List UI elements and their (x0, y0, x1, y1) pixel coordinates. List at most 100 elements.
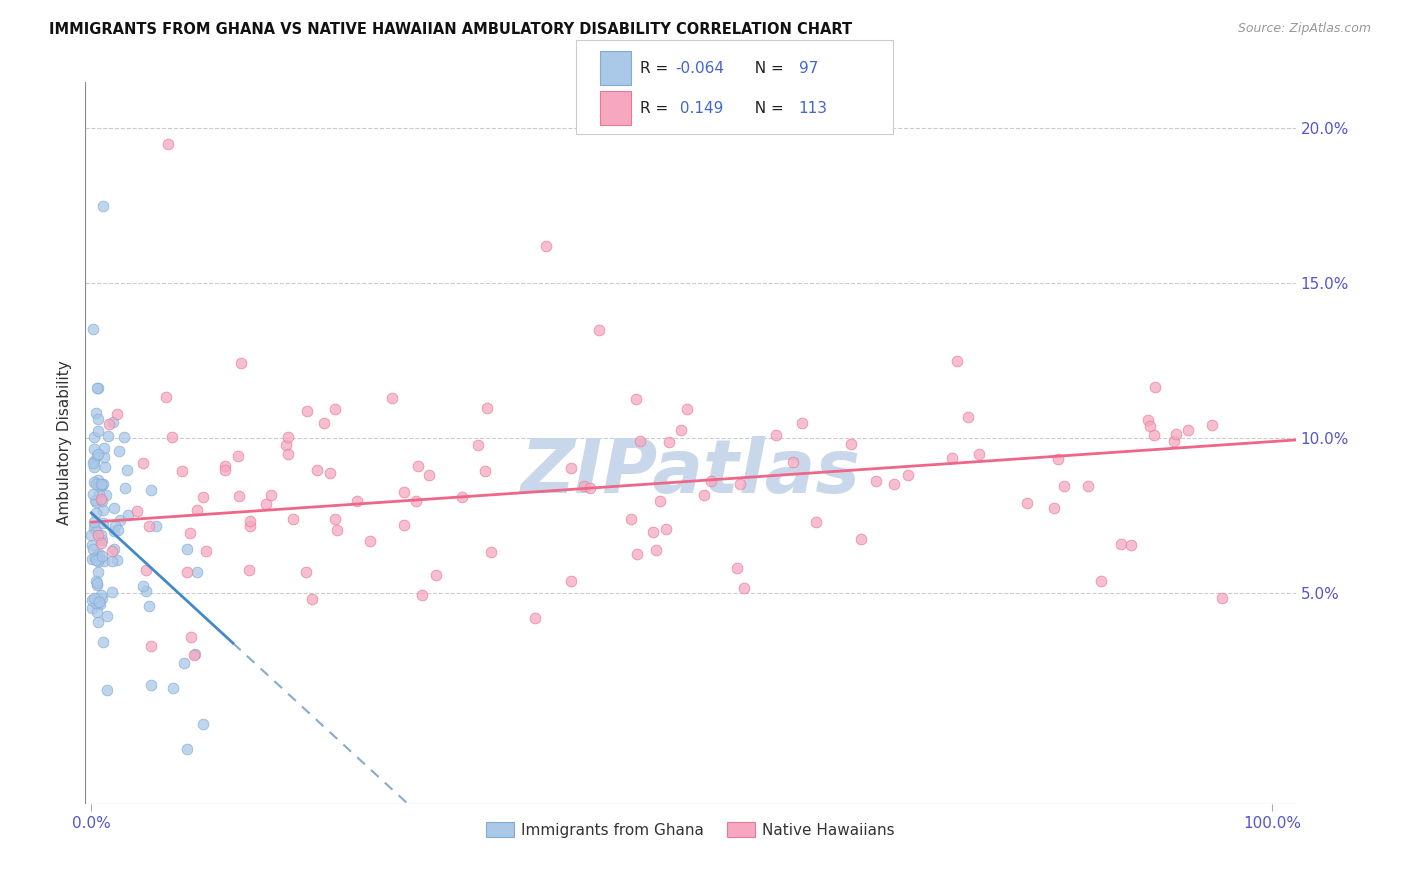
Point (84, 553, 107, 567)
Point (323, 512, 346, 526)
Point (84, 476, 107, 491)
Point (588, 323, 610, 337)
Point (1164, 427, 1187, 442)
Point (86, 479, 108, 493)
Text: R =: R = (640, 101, 673, 116)
Text: R =: R = (640, 61, 673, 76)
Text: 113: 113 (799, 101, 828, 116)
Point (125, 504, 148, 518)
Point (83, 515, 105, 529)
Point (96, 683, 118, 698)
Point (238, 563, 260, 577)
Point (83, 551, 105, 566)
Point (91, 591, 114, 606)
Point (425, 568, 447, 582)
Point (523, 611, 546, 625)
Point (191, 717, 214, 731)
Point (176, 741, 198, 756)
Point (239, 519, 262, 533)
Point (534, 239, 557, 253)
Point (346, 494, 368, 508)
Point (86, 448, 108, 462)
Point (86, 576, 108, 591)
Point (84, 495, 107, 509)
Point (277, 430, 299, 444)
Point (1077, 478, 1099, 492)
Point (1109, 537, 1132, 551)
Point (103, 542, 125, 557)
Point (83, 475, 105, 490)
Text: ZIPatlas: ZIPatlas (520, 435, 860, 508)
Point (91, 634, 114, 648)
Point (790, 416, 813, 430)
Point (560, 574, 582, 589)
Point (411, 588, 433, 602)
Point (479, 545, 502, 559)
Point (138, 599, 160, 613)
Point (941, 450, 963, 465)
Point (114, 481, 136, 495)
Point (1143, 380, 1166, 394)
Point (624, 392, 647, 406)
Point (1211, 591, 1233, 606)
Point (93, 554, 115, 568)
Point (849, 532, 872, 546)
Point (277, 447, 299, 461)
Point (87, 595, 110, 609)
Point (86, 578, 108, 592)
Point (276, 438, 298, 452)
Point (896, 468, 918, 483)
Text: -0.064: -0.064 (675, 61, 724, 76)
Point (83, 591, 105, 605)
Point (93, 441, 115, 455)
Point (1201, 418, 1223, 433)
Point (86, 596, 108, 610)
Point (83, 460, 105, 475)
Point (295, 404, 318, 418)
Point (474, 464, 496, 478)
Point (162, 681, 184, 695)
Point (131, 456, 153, 470)
Point (451, 490, 474, 504)
Point (1043, 500, 1066, 515)
Point (89, 597, 111, 611)
Point (730, 477, 752, 491)
Point (82, 593, 104, 607)
Point (93, 503, 115, 517)
Point (418, 467, 440, 482)
Point (254, 497, 277, 511)
Legend: Immigrants from Ghana, Native Hawaiians: Immigrants from Ghana, Native Hawaiians (479, 816, 901, 844)
Point (87, 615, 110, 629)
Point (86, 605, 108, 619)
Point (173, 657, 195, 671)
Point (86, 424, 108, 438)
Text: N =: N = (745, 61, 789, 76)
Point (956, 410, 979, 425)
Point (112, 430, 135, 444)
Point (325, 523, 347, 537)
Point (176, 565, 198, 579)
Point (80, 601, 103, 615)
Point (89, 552, 111, 566)
Point (658, 435, 681, 450)
Point (186, 565, 208, 579)
Point (186, 503, 208, 517)
Point (108, 513, 131, 527)
Point (145, 519, 167, 533)
Point (1163, 434, 1185, 448)
Point (865, 475, 887, 489)
Point (176, 541, 198, 556)
Point (94, 459, 117, 474)
Point (693, 488, 716, 502)
Point (117, 463, 139, 477)
Text: 97: 97 (799, 61, 818, 76)
Point (191, 490, 214, 504)
Point (1177, 423, 1199, 437)
Point (782, 455, 804, 469)
Point (103, 500, 125, 515)
Point (155, 391, 177, 405)
Point (135, 583, 157, 598)
Point (83, 442, 105, 456)
Point (90, 476, 112, 491)
Point (314, 416, 336, 430)
